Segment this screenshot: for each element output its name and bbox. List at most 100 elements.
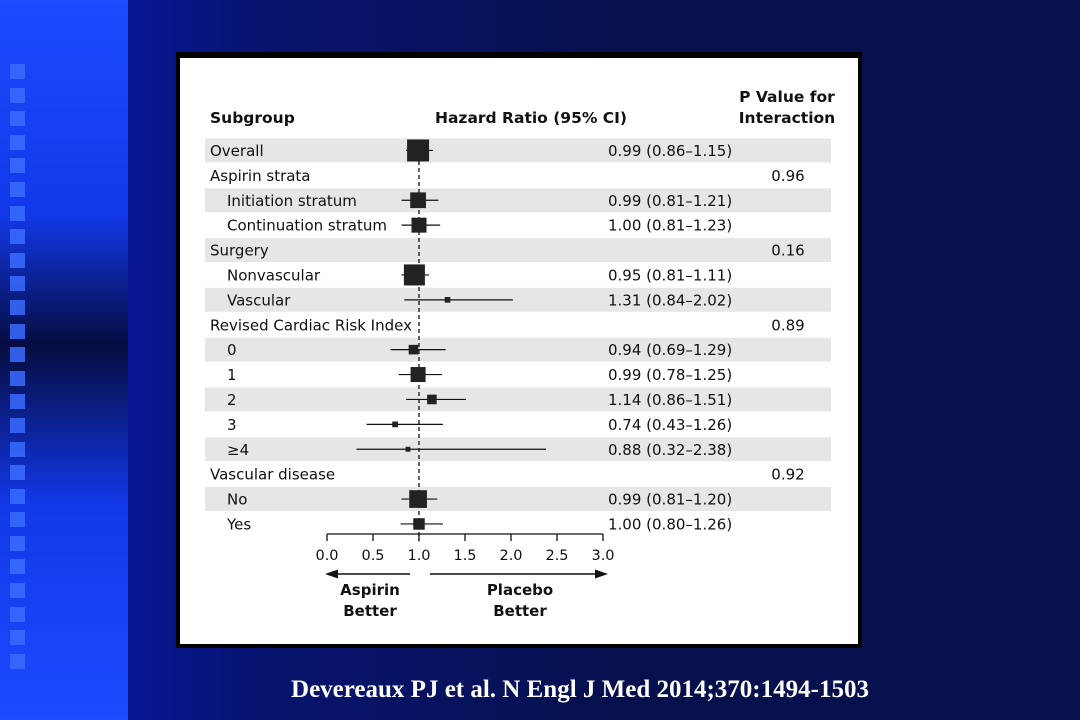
decorative-square — [10, 559, 25, 575]
hazard-ratio-ci-text: 1.00 (0.80–1.26) — [608, 515, 732, 533]
right-arrowhead-icon — [595, 569, 608, 579]
decorative-square — [10, 465, 25, 481]
left-decorative-band — [0, 0, 128, 720]
hazard-ratio-marker — [407, 139, 430, 162]
decorative-square — [10, 229, 25, 245]
hazard-ratio-marker — [403, 264, 425, 286]
decorative-square — [10, 252, 25, 268]
row-label: Aspirin strata — [210, 167, 311, 185]
hazard-ratio-ci-text: 1.31 (0.84–2.02) — [608, 291, 732, 309]
row-shading — [205, 238, 831, 262]
row-label: No — [227, 491, 247, 509]
hazard-ratio-ci-text: 0.99 (0.86–1.15) — [608, 142, 732, 160]
x-axis-tick-label: 1.0 — [407, 548, 430, 564]
decorative-square — [10, 583, 25, 599]
decorative-square — [10, 370, 25, 386]
p-value: 0.92 — [771, 466, 804, 484]
decorative-square-column — [10, 64, 28, 677]
row-shading — [205, 188, 831, 213]
hazard-ratio-ci-text: 0.94 (0.69–1.29) — [608, 341, 732, 359]
forest-plot: Subgroup Hazard Ratio (95% CI) P Value for… — [205, 88, 835, 620]
decorative-square — [10, 276, 25, 292]
row-label: Vascular — [227, 291, 291, 309]
decorative-square — [10, 653, 25, 669]
placebo-better-label-line2: Better — [493, 602, 547, 620]
row-shading — [205, 337, 831, 362]
hazard-ratio-marker — [444, 297, 451, 303]
decorative-square — [10, 64, 25, 79]
p-value: 0.16 — [771, 242, 804, 260]
header-subgroup: Subgroup — [210, 109, 295, 127]
decorative-square — [10, 606, 25, 622]
row-shading — [205, 387, 831, 412]
citation: Devereaux PJ et al. N Engl J Med 2014;37… — [291, 676, 869, 703]
hazard-ratio-ci-text: 1.14 (0.86–1.51) — [608, 391, 732, 409]
placebo-better-label-line1: Placebo — [487, 581, 553, 599]
hazard-ratio-marker — [411, 217, 427, 233]
row-label: Surgery — [210, 242, 269, 260]
aspirin-better-label-line1: Aspirin — [340, 581, 400, 599]
row-shading — [205, 487, 831, 511]
hazard-ratio-ci-text: 0.88 (0.32–2.38) — [608, 441, 732, 459]
decorative-square — [10, 134, 25, 150]
decorative-square — [10, 347, 25, 363]
forest-plot-card: Subgroup Hazard Ratio (95% CI) P Value for… — [180, 58, 858, 644]
decorative-square — [10, 299, 25, 315]
decorative-square — [10, 441, 25, 457]
decorative-square — [10, 535, 25, 551]
row-label: Yes — [226, 515, 251, 533]
hazard-ratio-marker — [427, 394, 437, 405]
x-axis-tick-label: 2.5 — [545, 548, 568, 564]
p-value: 0.96 — [771, 167, 804, 185]
row-label: Continuation stratum — [227, 217, 387, 235]
decorative-square — [10, 181, 25, 197]
header-p-value-line2: Interaction — [739, 109, 835, 127]
x-axis-tick-label: 0.5 — [361, 548, 384, 564]
hazard-ratio-ci-text: 0.99 (0.81–1.21) — [608, 192, 732, 210]
header-p-value-line1: P Value for — [739, 88, 835, 106]
decorative-square — [10, 488, 25, 504]
row-label: 1 — [227, 366, 237, 384]
row-label: Initiation stratum — [227, 192, 357, 210]
x-axis-tick-label: 0.0 — [315, 548, 338, 564]
row-label: Nonvascular — [227, 266, 321, 284]
hazard-ratio-marker — [409, 490, 427, 508]
p-value: 0.89 — [771, 316, 804, 334]
decorative-square — [10, 417, 25, 433]
decorative-square — [10, 111, 25, 127]
hazard-ratio-ci-text: 0.99 (0.78–1.25) — [608, 366, 732, 384]
hazard-ratio-ci-text: 0.95 (0.81–1.11) — [608, 266, 732, 284]
decorative-square — [10, 394, 25, 410]
hazard-ratio-ci-text: 0.74 (0.43–1.26) — [608, 416, 732, 434]
decorative-square — [10, 87, 25, 103]
decorative-square — [10, 323, 25, 339]
row-label: 3 — [227, 416, 237, 434]
hazard-ratio-ci-text: 0.99 (0.81–1.20) — [608, 491, 732, 509]
row-label: 2 — [227, 391, 237, 409]
row-shading — [205, 287, 831, 312]
x-axis-tick-label: 1.5 — [453, 548, 476, 564]
row-label: ≥4 — [227, 441, 249, 459]
hazard-ratio-marker — [413, 518, 425, 530]
hazard-ratio-marker — [392, 421, 398, 428]
aspirin-better-label-line2: Better — [343, 602, 397, 620]
decorative-square — [10, 158, 25, 174]
decorative-square — [10, 512, 25, 528]
left-arrowhead-icon — [325, 569, 338, 579]
forest-plot-panel: Subgroup Hazard Ratio (95% CI) P Value for… — [176, 52, 862, 648]
decorative-square — [10, 630, 25, 646]
header-hazard-ratio: Hazard Ratio (95% CI) — [435, 109, 627, 127]
hazard-ratio-marker — [410, 192, 426, 209]
x-axis-tick-label: 3.0 — [591, 548, 614, 564]
x-axis-tick-label: 2.0 — [499, 548, 522, 564]
row-label: 0 — [227, 341, 237, 359]
hazard-ratio-marker — [410, 367, 426, 383]
row-shading — [205, 138, 831, 163]
row-label: Vascular disease — [210, 466, 335, 484]
decorative-square — [10, 205, 25, 221]
row-label: Revised Cardiac Risk Index — [210, 316, 412, 334]
hazard-ratio-ci-text: 1.00 (0.81–1.23) — [608, 217, 732, 235]
hazard-ratio-marker — [408, 344, 419, 355]
row-label: Overall — [210, 142, 264, 160]
hazard-ratio-marker — [405, 446, 411, 452]
